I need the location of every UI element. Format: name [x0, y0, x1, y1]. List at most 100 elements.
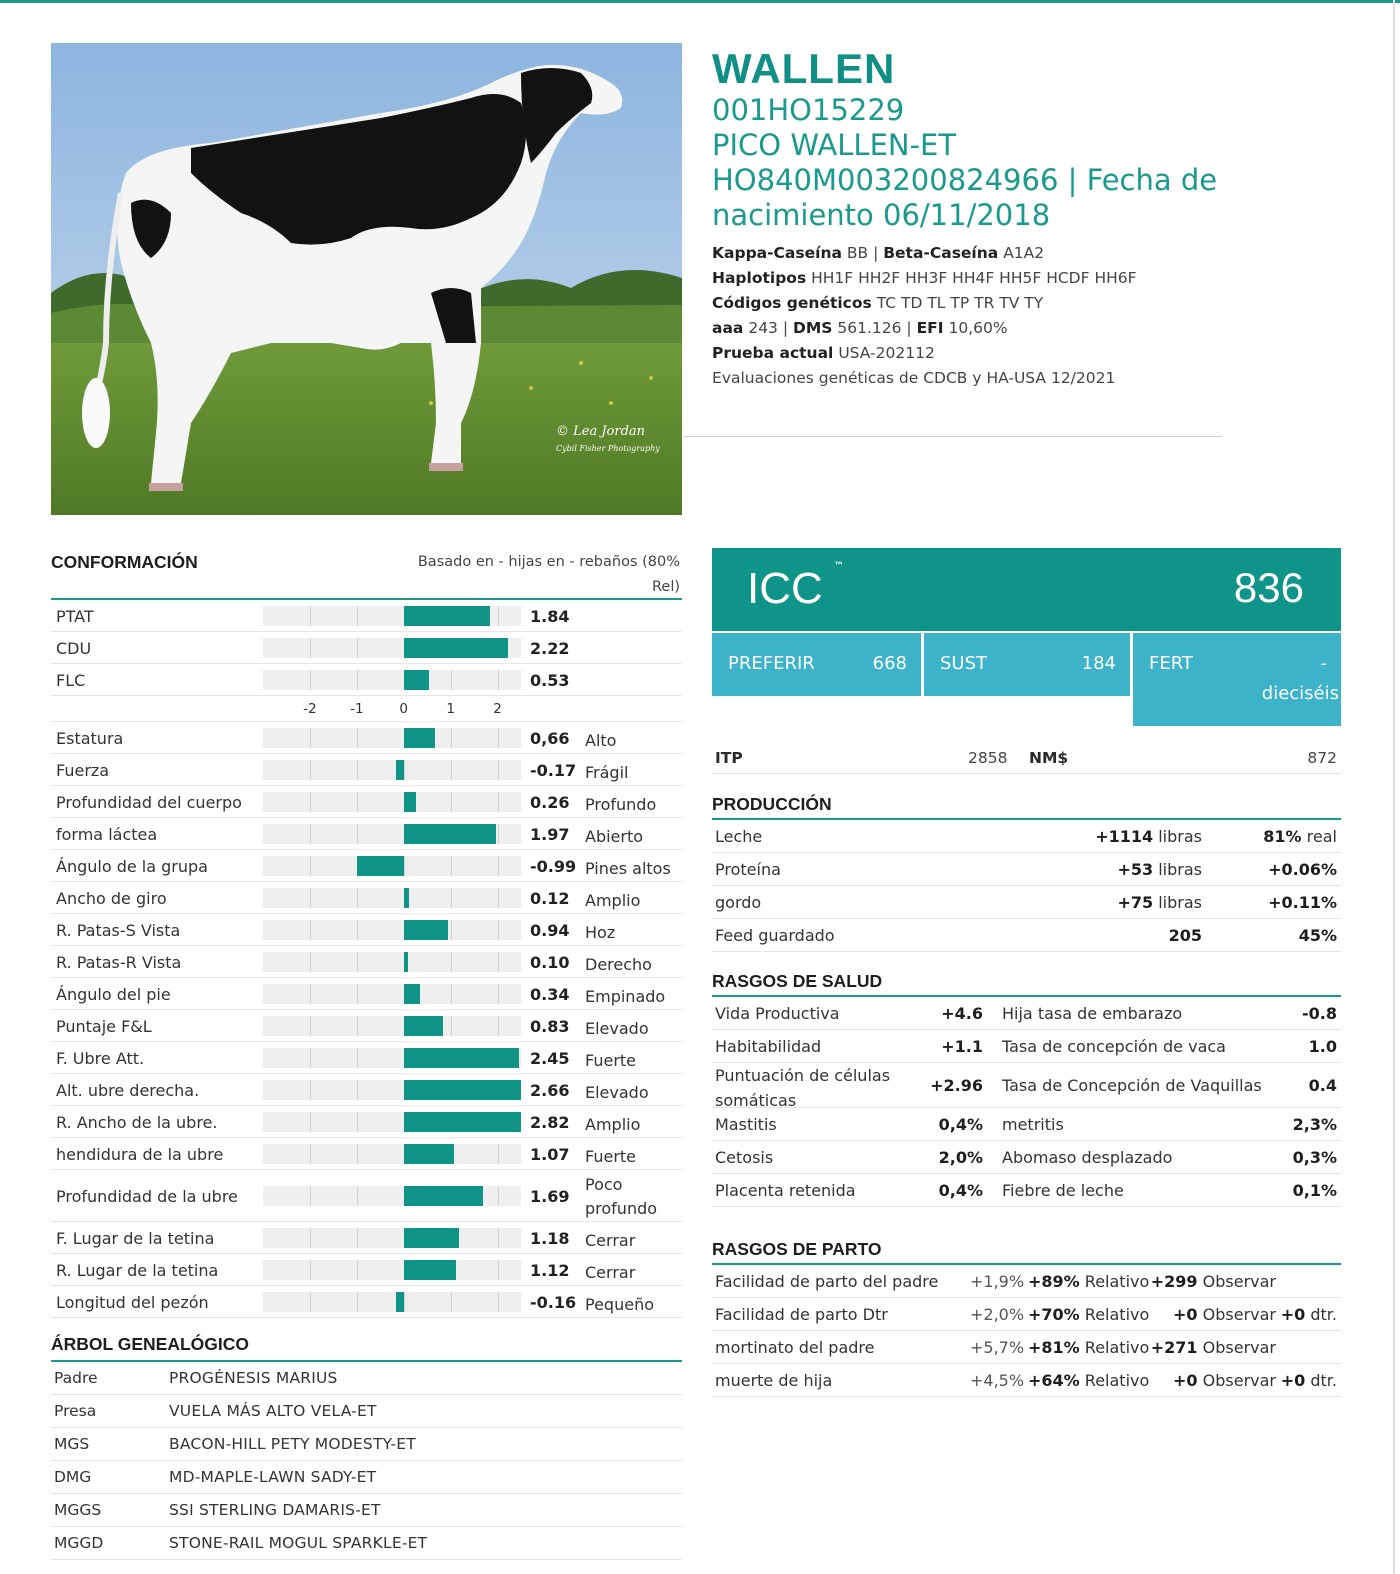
health-label: Hija tasa de embarazo [1002, 1004, 1183, 1023]
health-value: +1.1 [941, 1037, 983, 1056]
calving-row: Facilidad de parto Dtr +2,0% +70% Relativo… [712, 1298, 1341, 1331]
grid-line [309, 1016, 311, 1036]
trait-bar-track [263, 824, 521, 844]
grid-line [356, 1080, 358, 1100]
pedigree-row: Padre PROGÉNESIS MARIUS [51, 1362, 682, 1395]
health-label: Abomaso desplazado [1002, 1148, 1173, 1167]
health-value: 0,4% [938, 1181, 983, 1200]
conformation-trait-row: R. Patas-R Vista 0.10 Derecho [51, 946, 682, 978]
trait-bar [403, 792, 416, 812]
health-value: -0.8 [1302, 1004, 1337, 1023]
calving-row: mortinato del padre +5,7% +81% Relativo +27… [712, 1331, 1341, 1364]
calving-daughters: +0 dtr. [1280, 1305, 1337, 1324]
grid-line [450, 888, 452, 908]
grid-line [356, 888, 358, 908]
trait-label: Profundidad del cuerpo [56, 793, 242, 812]
icc-label: ICC [747, 564, 823, 613]
health-value: 0.4 [1308, 1076, 1337, 1095]
pedigree-row: MGS BACON-HILL PETY MODESTY-ET [51, 1428, 682, 1461]
grid-line [497, 1228, 499, 1248]
calving-row: Facilidad de parto del padre +1,9% +89% Re… [712, 1265, 1341, 1298]
grid-line [309, 824, 311, 844]
bull-illustration: © Lea Jordan Cybil Fisher Photography [51, 43, 682, 515]
trait-bar [403, 888, 410, 908]
trait-label: Fuerza [56, 761, 110, 780]
calving-label: Facilidad de parto del padre [715, 1272, 939, 1291]
conformation-trait-row: Ancho de giro 0.12 Amplio [51, 882, 682, 914]
grid-line [356, 920, 358, 940]
grid-line [309, 952, 311, 972]
trait-value: 2.66 [530, 1081, 570, 1100]
conformation-title: CONFORMACIÓN [51, 552, 198, 572]
conformation-trait-row: Alt. ubre derecha. 2.66 Elevado [51, 1074, 682, 1106]
grid-line [403, 1292, 405, 1312]
trait-bar-track [263, 952, 521, 972]
trait-bar-track [263, 606, 521, 626]
trait-label: R. Patas-S Vista [56, 921, 181, 940]
calving-label: Facilidad de parto Dtr [715, 1305, 888, 1324]
grid-line [450, 1292, 452, 1312]
axis-tick: 1 [446, 701, 455, 717]
calving-pct: +2,0% [970, 1305, 1025, 1324]
grid-line [356, 952, 358, 972]
axis-tick: -2 [303, 701, 317, 717]
trait-label: CDU [56, 639, 92, 658]
trait-bar [403, 1186, 483, 1206]
pedigree-key: MGGS [54, 1501, 102, 1519]
trait-description: Frágil [585, 763, 629, 782]
grid-line [309, 1260, 311, 1280]
health-label: Cetosis [715, 1148, 774, 1167]
conformation-trait-row: Estatura 0,66 Alto [51, 722, 682, 754]
trait-bar-track [263, 1144, 521, 1164]
grid-line [497, 760, 499, 780]
trait-description: Elevado [585, 1019, 649, 1038]
trait-value: 0.26 [530, 793, 570, 812]
trait-bar [403, 1016, 443, 1036]
health-label: Tasa de concepción de vaca [1002, 1037, 1226, 1056]
trait-value: -0.16 [530, 1293, 577, 1312]
grid-line [497, 856, 499, 876]
pedigree-table: Padre PROGÉNESIS MARIUS Presa VUELA MÁS ALT… [51, 1362, 682, 1560]
conformation-trait-row: F. Ubre Att. 2.45 Fuerte [51, 1042, 682, 1074]
trait-label: F. Ubre Att. [56, 1049, 145, 1068]
grid-line [309, 1048, 311, 1068]
conformation-axis: -2 -1 0 1 2 [51, 696, 682, 722]
grid-line [356, 1292, 358, 1312]
grid-line [450, 984, 452, 1004]
trait-value: 1.12 [530, 1261, 570, 1280]
grid-line [309, 792, 311, 812]
conformation-trait-row: F. Lugar de la tetina 1.18 Cerrar [51, 1222, 682, 1254]
health-row: Habitabilidad +1.1 Tasa de concepción de v… [712, 1030, 1341, 1063]
right-scrollbar-track[interactable] [1393, 0, 1395, 1574]
grid-line [309, 1144, 311, 1164]
grid-line [497, 606, 499, 626]
grid-line [356, 728, 358, 748]
production-label: Leche [715, 827, 763, 846]
bull-name: WALLEN [712, 45, 896, 92]
trait-bar-track [263, 1186, 521, 1206]
trait-bar [396, 1292, 404, 1312]
grid-line [356, 1016, 358, 1036]
evaluations-line: Evaluaciones genéticas de CDCB y HA-USA … [712, 369, 1116, 387]
pedigree-title: ÁRBOL GENEALÓGICO [51, 1334, 682, 1362]
trait-bar [403, 952, 409, 972]
axis-tick: -1 [350, 701, 364, 717]
trait-value: 0.12 [530, 889, 570, 908]
trait-bar [403, 984, 420, 1004]
grid-line [309, 638, 311, 658]
grid-line [356, 1260, 358, 1280]
pedigree-row: MGGD STONE-RAIL MOGUL SPARKLE-ET [51, 1527, 682, 1560]
grid-line [309, 670, 311, 690]
production-title: PRODUCCIÓN [712, 794, 1341, 820]
trait-value: 0.34 [530, 985, 570, 1004]
conformation-trait-row: Ángulo del pie 0.34 Empinado [51, 978, 682, 1010]
bull-code: 001HO15229 [712, 93, 905, 127]
grid-line [356, 824, 358, 844]
trait-bar [403, 1144, 454, 1164]
grid-line [309, 1080, 311, 1100]
production-pct: 81% real [1263, 827, 1337, 846]
production-amount: +75 libras [1117, 893, 1202, 912]
trait-value: 2.82 [530, 1113, 570, 1132]
trait-bar [403, 920, 448, 940]
pedigree-row: DMG MD-MAPLE-LAWN SADY-ET [51, 1461, 682, 1494]
